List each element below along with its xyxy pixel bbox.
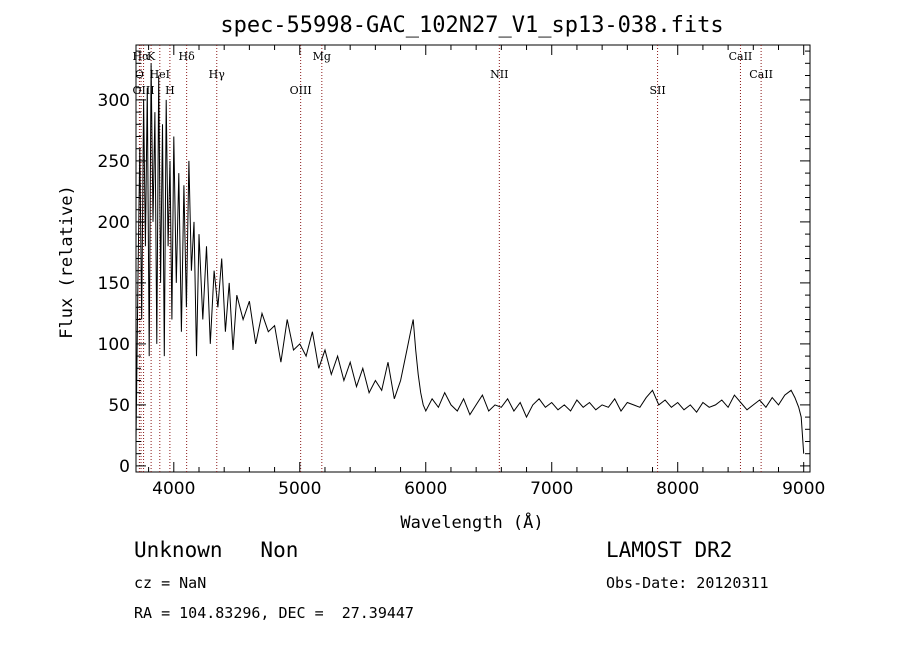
y-axis-ticks: 0 50 100 150 200 250 300 (98, 50, 810, 477)
x-tick-label: 5000 (278, 479, 321, 499)
line-marker-label: Hδ (179, 50, 196, 63)
y-axis-label: Flux (relative) (57, 185, 77, 339)
x-tick-label: 7000 (530, 479, 573, 499)
line-marker-label: Hγ (209, 68, 226, 81)
line-marker-label: CaII (729, 50, 753, 63)
redshift-cz: cz = NaN (134, 574, 207, 592)
survey-name: LAMOST DR2 (606, 538, 733, 562)
line-marker-label: HeI (150, 68, 170, 81)
line-marker-label: SII (649, 84, 665, 97)
line-marker-label: K (147, 50, 156, 63)
y-tick-label: 150 (98, 274, 130, 294)
chart-title: spec-55998-GAC_102N27_V1_sp13-038.fits (220, 13, 723, 38)
object-class: Unknown Non (134, 538, 299, 562)
x-tick-label: 8000 (656, 479, 699, 499)
y-tick-label: 300 (98, 91, 130, 111)
coordinates: RA = 104.83296, DEC = 27.39447 (134, 604, 414, 622)
line-marker-label: OIII (290, 84, 312, 97)
line-marker-label: Hα (133, 50, 151, 63)
line-marker-label: O (135, 68, 144, 81)
spectrum-line (135, 63, 805, 454)
line-marker-label: Mg (313, 50, 331, 63)
line-marker-label: CaII (749, 68, 773, 81)
y-tick-label: 0 (119, 457, 130, 477)
y-tick-label: 50 (108, 396, 130, 416)
y-tick-label: 250 (98, 152, 130, 172)
x-tick-label: 9000 (782, 479, 825, 499)
x-axis-label: Wavelength (Å) (400, 511, 543, 533)
observation-date: Obs-Date: 20120311 (606, 574, 769, 592)
plot-frame (135, 44, 811, 473)
line-marker-label: NII (490, 68, 508, 81)
x-axis-ticks: 4000 5000 6000 7000 8000 9000 (148, 45, 825, 499)
y-tick-label: 100 (98, 335, 130, 355)
y-tick-label: 200 (98, 213, 130, 233)
x-tick-label: 4000 (152, 479, 195, 499)
line-marker-label: H (165, 84, 175, 97)
x-tick-label: 6000 (404, 479, 447, 499)
